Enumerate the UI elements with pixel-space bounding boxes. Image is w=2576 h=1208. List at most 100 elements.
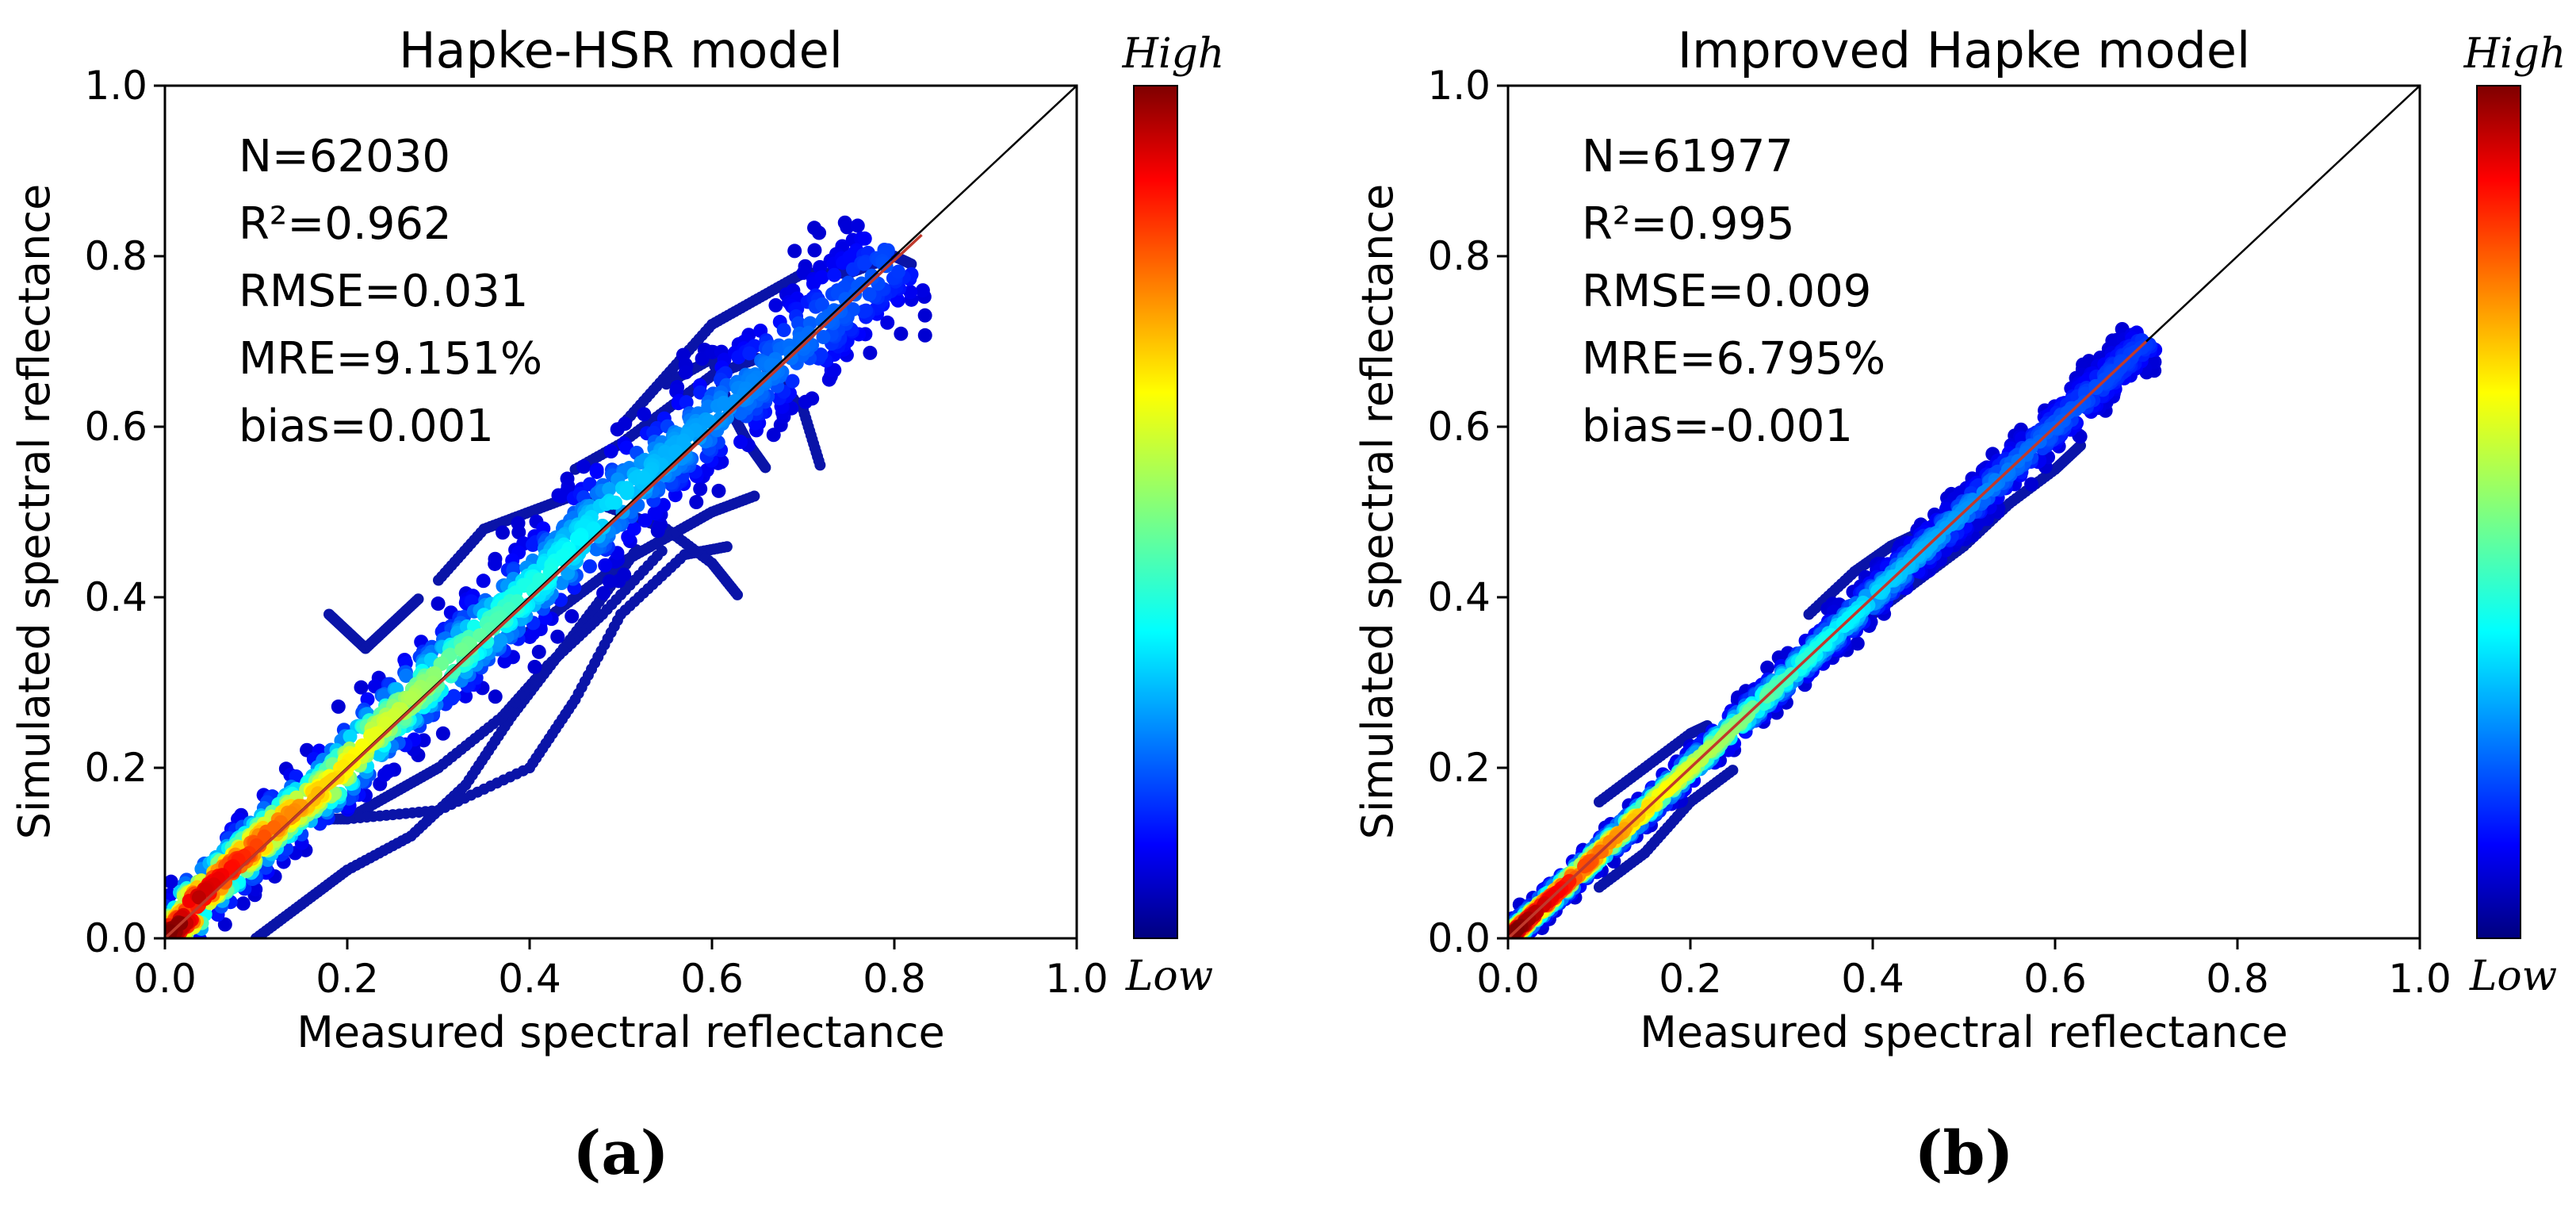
scatter-point: [266, 820, 281, 835]
scatter-point: [165, 900, 167, 908]
scatter-point: [527, 659, 542, 674]
stat-line: N=61977: [1582, 131, 1793, 182]
scatter-point: [890, 264, 905, 279]
scatter-point: [1492, 920, 1506, 934]
y-tick-label: 0.2: [1427, 745, 1491, 791]
y-tick-label: 0.6: [1427, 404, 1491, 450]
y-tick-label: 0.2: [84, 745, 147, 791]
scatter-point: [596, 585, 611, 600]
scatter-point: [856, 256, 871, 271]
colorbar-high-label: High: [1122, 30, 1225, 78]
scatter-point: [813, 347, 829, 362]
scatter-point: [693, 481, 708, 497]
panel-label: (b): [1914, 1118, 2013, 1188]
panel-a: Hapke-HSR model 0.0 0.2 0.4 0.6 0.8 1.0 0.0 0.2…: [10, 21, 1224, 1188]
tick-group: 0.0 0.2 0.4 0.6 0.8 1.0 0.0 0.2 0.4 0.6 0.8 1.0: [1427, 63, 2451, 1002]
panel-b: Improved Hapke model 0.0 0.2 0.4 0.6 0.8 1.00…: [1353, 21, 2566, 1188]
scatter-point: [787, 244, 802, 259]
scatter-point: [604, 495, 619, 510]
axes-frame: [1506, 84, 2421, 940]
x-tick-label: 0.6: [2023, 956, 2087, 1002]
scatter-point: [766, 428, 781, 443]
scatter-point: [496, 525, 511, 540]
scatter-point: [399, 668, 414, 683]
scatter-point: [550, 629, 565, 644]
stat-line: RMSE=0.031: [239, 266, 528, 317]
scatter-point: [618, 416, 633, 431]
scatter-point: [840, 220, 855, 235]
colorbar-low-label: Low: [2469, 953, 2557, 1000]
scatter-point: [435, 726, 450, 741]
scatter-point: [377, 767, 392, 782]
scatter-point: [816, 329, 831, 344]
x-tick-label: 0.4: [498, 956, 561, 1002]
scatter-point: [733, 405, 748, 420]
scatter-point: [827, 267, 842, 282]
fit-line: [1508, 340, 2148, 938]
stat-line: R²=0.962: [239, 198, 452, 250]
fit-line: [165, 233, 923, 938]
scatter-point: [235, 896, 251, 911]
outlier-point: [905, 258, 917, 270]
x-tick-label: 0.4: [1841, 956, 1904, 1002]
scatter-point: [693, 385, 708, 400]
scatter-point: [689, 495, 704, 510]
outlier-point: [760, 462, 771, 474]
colorbar: [1133, 85, 1178, 939]
scatter-point: [511, 525, 526, 540]
scatter-point: [532, 572, 547, 587]
stat-line: MRE=9.151%: [239, 333, 542, 385]
scatter-point: [620, 483, 635, 498]
scatter-point: [798, 394, 813, 409]
scatter-point: [862, 286, 877, 301]
scatter-point: [678, 365, 693, 380]
scatter-point: [589, 464, 604, 479]
scatter-point: [473, 628, 488, 643]
plot-area: [1492, 86, 2420, 938]
scatter-point: [343, 729, 358, 744]
x-tick-label: 0.8: [863, 956, 926, 1002]
y-tick-label: 1.0: [1427, 63, 1491, 109]
x-tick-label: 1.0: [2388, 956, 2452, 1002]
scatter-point: [917, 328, 932, 343]
chart-title: Improved Hapke model: [1678, 21, 2251, 79]
stats-box: N=61977 R²=0.995 RMSE=0.009 MRE=6.795% bias=…: [1582, 131, 1885, 452]
scatter-point: [856, 304, 871, 319]
scatter-point: [147, 913, 162, 927]
scatter-point: [404, 691, 419, 706]
scatter-point: [531, 644, 546, 659]
stat-line: N=62030: [239, 131, 450, 182]
y-tick-label: 0.0: [84, 915, 147, 961]
scatter-point: [814, 270, 829, 285]
y-tick-label: 0.6: [84, 404, 147, 450]
scatter-point: [880, 315, 895, 330]
outlier-point: [721, 541, 733, 553]
scatter-point: [657, 444, 672, 459]
scatter-point: [165, 874, 178, 889]
scatter-point: [493, 633, 508, 648]
scatter-point: [711, 483, 726, 498]
scatter-point: [565, 608, 580, 623]
y-tick-label: 0.8: [1427, 233, 1491, 279]
outlier-point: [732, 589, 744, 600]
scatter-point: [637, 513, 653, 528]
scatter-point: [598, 558, 613, 573]
scatter-point: [354, 680, 369, 695]
scatter-point: [917, 308, 932, 323]
axes-frame: [163, 84, 1078, 940]
y-tick-label: 1.0: [84, 63, 147, 109]
scatter-point: [151, 922, 165, 936]
y-tick-label: 0.4: [84, 574, 147, 620]
stat-line: RMSE=0.009: [1582, 266, 1871, 317]
y-tick-label: 0.8: [84, 233, 147, 279]
outlier-point: [656, 545, 668, 557]
stat-line: bias=0.001: [239, 401, 494, 452]
y-axis-label: Simulated spectral reflectance: [10, 184, 59, 840]
y-tick-label: 0.4: [1427, 574, 1491, 620]
y-axis-label: Simulated spectral reflectance: [1353, 184, 1403, 840]
scatter-point: [147, 918, 162, 933]
scatter-point: [1760, 660, 1775, 675]
scatter-point: [812, 225, 827, 240]
scatter-point: [446, 688, 461, 704]
scatter-point: [180, 943, 194, 957]
